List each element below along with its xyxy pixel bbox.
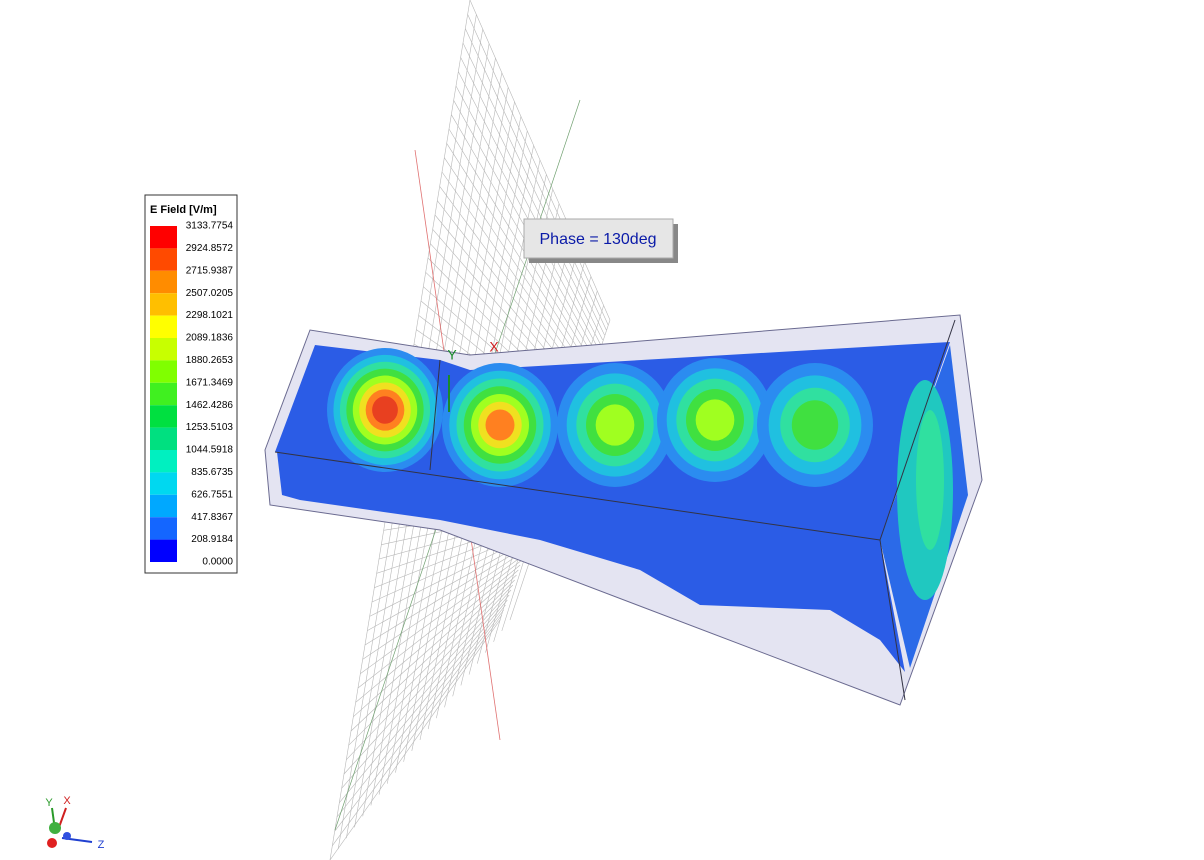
legend-swatch xyxy=(150,494,177,518)
legend-swatch xyxy=(150,472,177,495)
field-ring xyxy=(595,404,635,446)
grid-line xyxy=(448,128,594,366)
triad: Y X Z xyxy=(45,795,104,851)
field-ring xyxy=(485,409,515,441)
legend-title: E Field [V/m] xyxy=(150,204,217,216)
grid-line xyxy=(353,569,519,717)
grid-line xyxy=(451,114,596,361)
grid-line xyxy=(467,14,609,326)
grid-line xyxy=(360,554,525,674)
legend-label: 626.7551 xyxy=(191,489,233,500)
legend-swatch xyxy=(150,338,177,361)
legend-swatch xyxy=(150,382,177,406)
legend: E Field [V/m] 3133.7754 2924.8572 2715.938… xyxy=(144,194,238,574)
grid-line xyxy=(444,157,591,376)
legend-label: 1044.5918 xyxy=(186,445,234,456)
grid-line xyxy=(458,71,602,346)
grid-line xyxy=(341,594,510,789)
axis-label: X xyxy=(489,339,499,355)
edge xyxy=(879,539,906,701)
phase-box: Phase = 130deg xyxy=(523,218,678,263)
legend-label: 208.9184 xyxy=(191,534,233,545)
grid-line xyxy=(364,544,528,646)
legend-swatch xyxy=(150,360,177,383)
field-ring xyxy=(372,396,398,424)
triad-label: Y xyxy=(45,797,53,809)
axis-label: Y xyxy=(447,347,457,363)
grid-line xyxy=(441,171,589,381)
grid-line xyxy=(446,143,592,371)
field-ring xyxy=(791,400,839,450)
grid-line xyxy=(455,85,600,351)
grid-line xyxy=(357,559,523,689)
legend-swatch xyxy=(150,293,177,316)
edge xyxy=(879,319,956,541)
grid-line xyxy=(346,584,514,760)
legend-label: 1462.4286 xyxy=(186,400,234,411)
grid-line xyxy=(462,42,605,336)
legend-swatch xyxy=(150,405,177,428)
phase-label: Phase = 130deg xyxy=(540,231,657,248)
legend-swatch xyxy=(150,517,177,540)
grid-line xyxy=(343,589,512,775)
grid-line xyxy=(336,604,506,818)
field-blobs xyxy=(327,348,873,487)
field-blob xyxy=(916,410,944,550)
legend-label: 3133.7754 xyxy=(186,221,234,232)
legend-label: 2298.1021 xyxy=(186,310,234,321)
edge xyxy=(274,451,881,541)
grid-line xyxy=(469,0,611,321)
field-front xyxy=(277,452,905,672)
grid-line xyxy=(339,599,508,803)
legend-swatch xyxy=(150,315,177,338)
legend-label: 835.6735 xyxy=(191,467,233,478)
legend-label: 417.8367 xyxy=(191,512,233,523)
triad-label: Z xyxy=(98,839,105,851)
legend-label: 2715.9387 xyxy=(186,265,234,276)
legend-swatch xyxy=(150,226,177,249)
field-ring xyxy=(695,399,735,441)
legend-swatch xyxy=(150,270,177,294)
legend-swatch xyxy=(150,427,177,450)
legend-label: 1880.2653 xyxy=(186,355,234,366)
legend-label: 2924.8572 xyxy=(186,243,234,254)
legend-label: 1671.3469 xyxy=(186,377,234,388)
grid-line xyxy=(367,539,530,631)
triad-label: X xyxy=(63,795,71,807)
grid-line xyxy=(332,614,503,846)
grid-line xyxy=(355,564,521,703)
legend-swatch xyxy=(150,450,177,473)
legend-label: 2507.0205 xyxy=(186,288,234,299)
edge xyxy=(429,359,441,471)
legend-swatch xyxy=(150,539,177,562)
grid-line xyxy=(329,619,501,860)
grid-line xyxy=(362,549,526,660)
grid-line xyxy=(465,28,607,331)
grid-line xyxy=(348,579,515,746)
legend-label: 1253.5103 xyxy=(186,422,234,433)
legend-swatch xyxy=(150,248,177,271)
legend-label: 2089.1836 xyxy=(186,333,234,344)
grid-line xyxy=(334,609,504,832)
grid-line xyxy=(460,57,603,341)
legend-label: 0.0000 xyxy=(202,557,233,568)
grid-line xyxy=(350,574,517,732)
